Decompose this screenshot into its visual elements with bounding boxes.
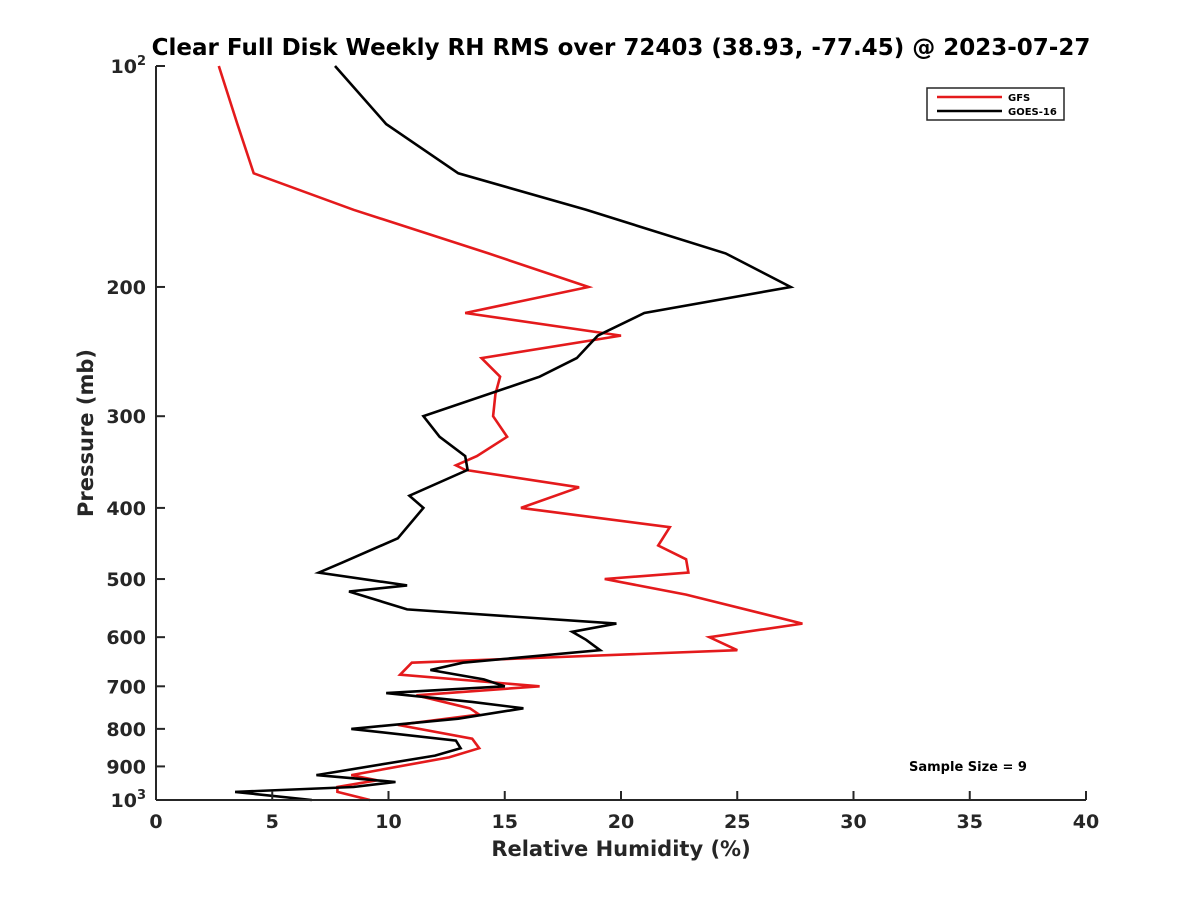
- y-tick-label: 103: [111, 788, 147, 812]
- x-tick-label: 25: [724, 811, 750, 833]
- legend-label-gfs: GFS: [1008, 93, 1030, 104]
- y-tick-label: 900: [106, 756, 146, 778]
- y-tick-label: 700: [106, 676, 146, 698]
- series-line-gfs: [217, 65, 803, 802]
- y-tick-label: 102: [111, 54, 147, 78]
- x-tick-label: 5: [266, 811, 279, 833]
- y-tick-label: 200: [106, 277, 146, 299]
- x-tick-label: 40: [1073, 811, 1099, 833]
- legend-box: [926, 87, 1065, 121]
- x-tick-label: 30: [840, 811, 866, 833]
- y-axis-title: Pressure (mb): [74, 349, 98, 517]
- series-layer: [217, 65, 803, 802]
- x-tick-label: 20: [608, 811, 634, 833]
- x-tick-label: 10: [375, 811, 401, 833]
- legend-label-goes-16: GOES-16: [1008, 107, 1057, 118]
- x-tick-label: 35: [957, 811, 983, 833]
- plot-area: [156, 66, 1086, 800]
- sample-size-annotation: Sample Size = 9: [909, 760, 1027, 775]
- x-ticks: 0 5 10 15 20 25 30 35 40: [149, 791, 1099, 833]
- y-tick-label: 300: [106, 406, 146, 428]
- y-tick-label: 500: [106, 569, 146, 591]
- series-line-goes-16: [234, 65, 795, 802]
- x-axis-title: Relative Humidity (%): [491, 837, 750, 861]
- y-tick-label: 600: [106, 627, 146, 649]
- legend: GFS GOES-16: [926, 87, 1065, 121]
- x-tick-label: 15: [492, 811, 518, 833]
- y-tick-label: 800: [106, 719, 146, 741]
- x-tick-label: 0: [149, 811, 162, 833]
- y-ticks: 102 200 300 400 500 600 700 800 900 103: [106, 54, 165, 812]
- y-tick-label: 400: [106, 498, 146, 520]
- chart-title: Clear Full Disk Weekly RH RMS over 72403…: [152, 35, 1091, 61]
